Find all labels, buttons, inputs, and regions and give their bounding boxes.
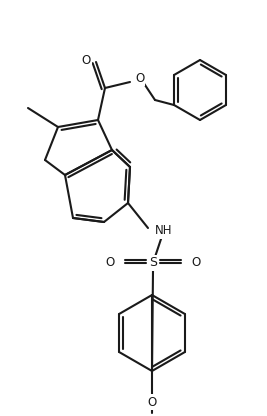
Text: S: S	[149, 257, 157, 270]
Text: O: O	[82, 54, 91, 67]
Text: O: O	[135, 72, 144, 84]
Text: O: O	[147, 396, 157, 409]
Text: O: O	[191, 257, 200, 270]
Text: O: O	[106, 257, 115, 270]
Text: NH: NH	[155, 225, 172, 238]
